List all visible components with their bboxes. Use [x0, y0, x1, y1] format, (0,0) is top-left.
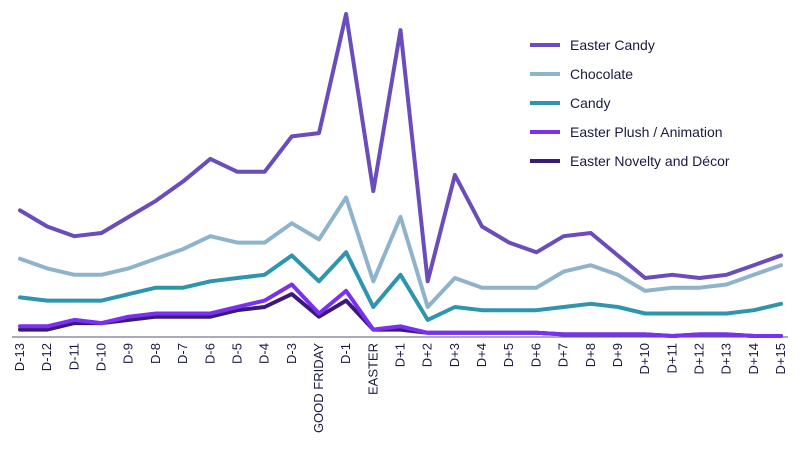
series-line-candy	[18, 250, 783, 322]
series-line-easter-candy	[18, 12, 783, 284]
x-tick-label: D+4	[474, 343, 489, 367]
x-tick-label: D-3	[284, 343, 299, 364]
chart-series-lines	[18, 12, 783, 338]
x-tick-label: D+15	[773, 343, 788, 374]
x-tick-label: D+8	[583, 343, 598, 367]
x-tick-label: D+3	[447, 343, 462, 367]
x-tick-label: D-8	[148, 343, 163, 364]
x-tick-label: D-5	[229, 343, 244, 364]
legend-label-easter-candy: Easter Candy	[570, 37, 655, 53]
series-line-chocolate	[18, 195, 783, 309]
x-tick-label: D+14	[746, 343, 761, 374]
x-tick-label: GOOD FRIDAY	[311, 343, 326, 433]
legend-label-easter-novelty-and-d-cor: Easter Novelty and Décor	[570, 153, 730, 169]
legend-label-easter-plush-animation: Easter Plush / Animation	[570, 124, 723, 140]
x-tick-label: D+6	[528, 343, 543, 367]
x-tick-label: D-10	[94, 343, 109, 371]
legend-label-candy: Candy	[570, 95, 610, 111]
x-tick-label: D-9	[121, 343, 136, 364]
x-tick-label: D-1	[338, 343, 353, 364]
x-tick-label: D+5	[501, 343, 516, 367]
legend: Easter Candy Chocolate Candy Easter Plush /…	[530, 37, 730, 169]
series-line-easter-plush-animation	[18, 282, 783, 338]
x-tick-label: D-7	[175, 343, 190, 364]
legend-label-chocolate: Chocolate	[570, 66, 633, 82]
x-tick-label: D+13	[719, 343, 734, 374]
x-tick-label: D+11	[664, 343, 679, 373]
x-tick-label: D+10	[637, 343, 652, 374]
x-tick-label: D+12	[691, 343, 706, 374]
x-tick-label: D-12	[39, 343, 54, 371]
x-tick-label: D-11	[66, 343, 81, 370]
x-tick-label: D+1	[393, 343, 408, 367]
x-tick-label: D-6	[202, 343, 217, 364]
x-tick-label: EASTER	[365, 343, 380, 395]
x-tick-label: D+7	[556, 343, 571, 367]
x-tick-label: D+2	[420, 343, 435, 367]
x-tick-label: D-4	[257, 343, 272, 364]
x-tick-label: D-13	[12, 343, 27, 371]
x-tick-labels: D-13 D-12 D-11 D-10 D-9 D-8 D-7 D-6 D-5 D-4 D-3 GOO…	[12, 343, 788, 433]
x-tick-label: D+9	[610, 343, 625, 367]
